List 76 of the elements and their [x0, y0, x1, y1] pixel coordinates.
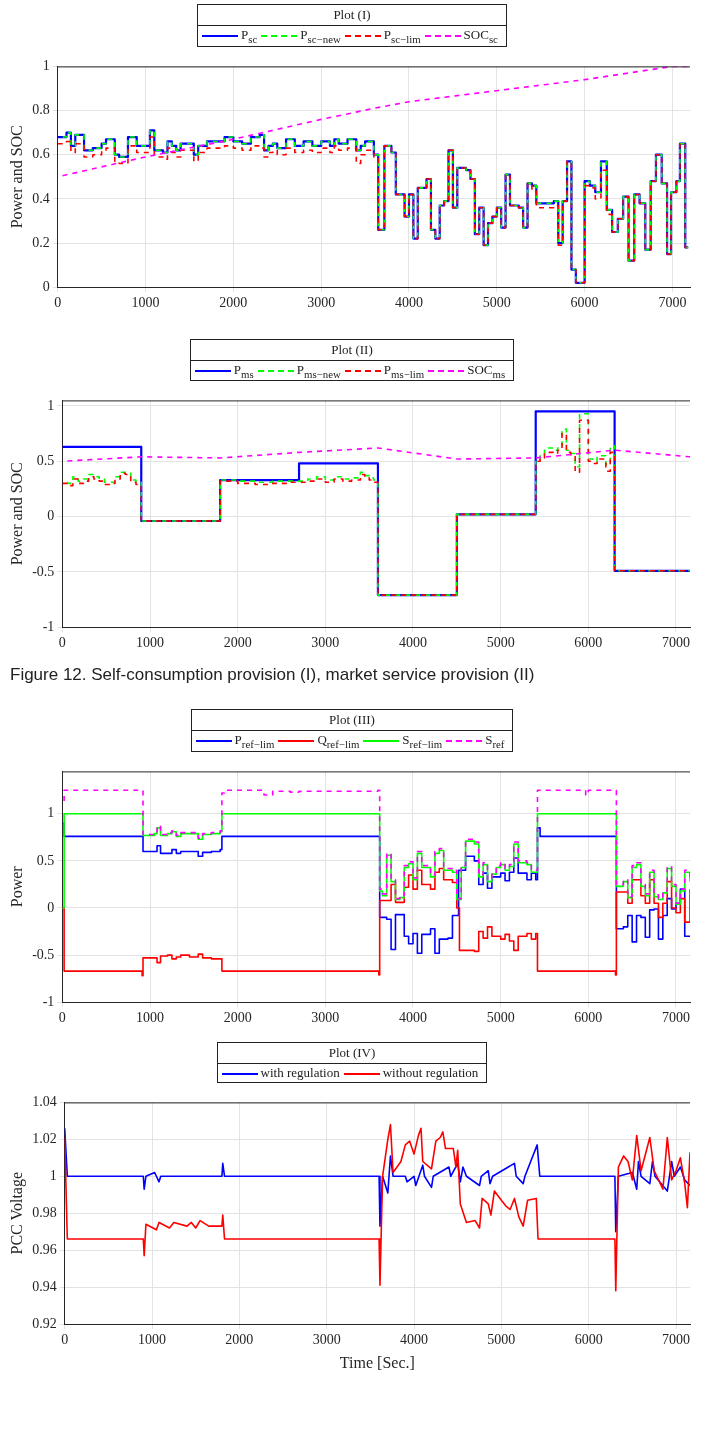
legend-label: P$_{sc−lim}$ [383, 27, 421, 45]
caption: Figure 12. Self-consumption provision (I), market service provision (II) [9, 664, 536, 686]
x-tick-label: 5000 [487, 1331, 516, 1347]
x-tick-label: 6000 [574, 635, 603, 651]
y-tick-label: 0 [47, 508, 55, 524]
y-tick-label: 0 [42, 278, 50, 294]
x-tick-label: 4000 [399, 635, 427, 651]
x-tick-label: 7000 [662, 1331, 691, 1347]
y-tick-label: 0.2 [32, 234, 50, 250]
y-axis-title: Power [7, 865, 25, 908]
y-tick-label: -0.5 [32, 946, 55, 962]
legend-label: P$_{ref−lim}$ [234, 732, 275, 750]
y-axis-title: Power and SOC [7, 462, 25, 566]
x-tick-label: 2000 [219, 294, 248, 310]
x-tick-label: 5000 [482, 294, 511, 310]
y-tick-label: 1.04 [32, 1093, 57, 1109]
x-tick-label: 3000 [311, 635, 340, 651]
legend-label: SOC$_{sc}$ [463, 27, 498, 45]
y-tick-label: 0.4 [32, 190, 50, 206]
x-tick-label: 4000 [394, 294, 423, 310]
legend-label: Q$_{ref−lim}$ [317, 732, 360, 750]
x-tick-label: 7000 [661, 1010, 690, 1026]
legend-label: P$_{sc}$ [241, 27, 258, 45]
x-axis-title: Time [Sec.] [339, 1353, 415, 1371]
legend-label: P$_{ms−lim}$ [383, 361, 425, 380]
y-tick-label: 1 [47, 397, 55, 413]
x-tick-label: 2000 [225, 1331, 254, 1347]
legend-title: Plot (II) [190, 339, 514, 361]
y-tick-label: -1 [42, 993, 55, 1009]
y-tick-label: 0.8 [32, 101, 50, 117]
x-tick-label: 5000 [486, 1010, 515, 1026]
y-tick-label: 1 [47, 805, 55, 821]
x-tick-label: 7000 [661, 635, 690, 651]
legend-label: S$_{ref−lim}$ [402, 732, 443, 750]
legend-title: Plot (III) [191, 710, 513, 732]
legend-title: Plot (I) [198, 5, 506, 26]
legend-label: with regulation [260, 1064, 340, 1080]
x-tick-label: 2000 [223, 1010, 252, 1026]
legend-label: S$_{ref}$ [485, 732, 505, 750]
y-tick-label: 0.92 [32, 1315, 57, 1331]
y-tick-label: 0.5 [36, 852, 55, 868]
x-tick-label: 4000 [399, 1010, 427, 1026]
y-tick-label: 0.6 [32, 145, 50, 161]
y-tick-label: 0.94 [32, 1278, 57, 1294]
legend-label: P$_{ms−new}$ [296, 361, 341, 380]
y-tick-label: 0.5 [36, 453, 55, 469]
x-tick-label: 3000 [311, 1010, 340, 1026]
y-tick-label: -0.5 [32, 563, 55, 579]
x-tick-label: 4000 [400, 1331, 429, 1347]
x-tick-label: 1000 [136, 1010, 165, 1026]
x-tick-label: 6000 [574, 1010, 603, 1026]
x-tick-label: 7000 [658, 294, 687, 310]
y-tick-label: -1 [42, 619, 55, 635]
y-tick-label: 0.98 [32, 1204, 57, 1220]
legend-label: P$_{ms}$ [233, 361, 254, 380]
x-tick-label: 6000 [570, 294, 599, 310]
legend-label: P$_{sc−new}$ [300, 27, 341, 45]
x-tick-label: 6000 [574, 1331, 603, 1347]
x-tick-label: 3000 [312, 1331, 341, 1347]
y-tick-label: 1.02 [32, 1130, 57, 1146]
x-tick-label: 5000 [486, 635, 515, 651]
x-tick-label: 1000 [138, 1331, 167, 1347]
y-axis-title: Power and SOC [7, 124, 25, 228]
x-tick-label: 1000 [136, 635, 165, 651]
y-tick-label: 1 [49, 1167, 57, 1183]
x-tick-label: 1000 [131, 294, 160, 310]
legend-label: without regulation [382, 1064, 479, 1080]
y-axis-title: PCC Voltage [7, 1171, 26, 1255]
legend-title: Plot (IV) [217, 1042, 487, 1064]
x-tick-label: 2000 [223, 635, 252, 651]
x-tick-label: 0 [61, 1331, 69, 1347]
legend-label: SOC$_{ms}$ [467, 361, 506, 380]
x-tick-label: 3000 [307, 294, 336, 310]
y-tick-label: 0.96 [32, 1241, 57, 1257]
y-tick-label: 0 [47, 899, 55, 915]
y-tick-label: 1 [42, 57, 50, 73]
